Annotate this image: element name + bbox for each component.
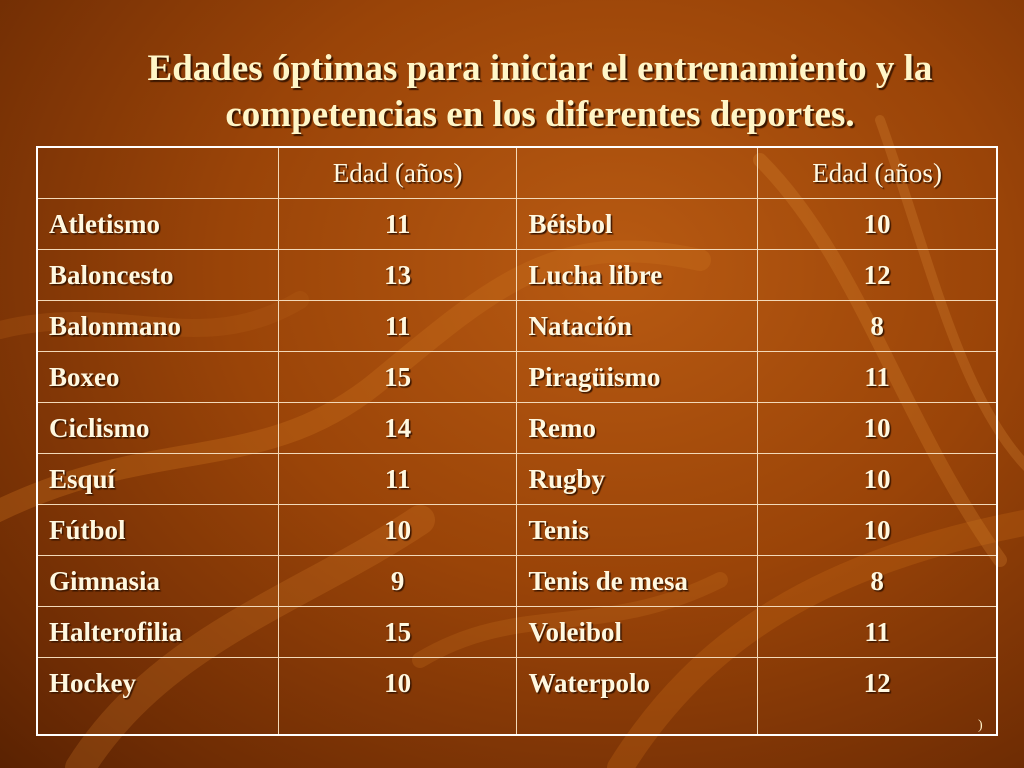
sport-name-cell: Waterpolo <box>516 657 759 736</box>
sport-name-cell: Tenis de mesa <box>516 555 759 608</box>
age-value-cell: 15 <box>277 351 518 404</box>
table-row: Balonmano 11 Natación 8 <box>36 300 998 353</box>
sport-name-cell: Boxeo <box>36 351 279 404</box>
table-row: Baloncesto 13 Lucha libre 12 <box>36 249 998 302</box>
table-row: Boxeo 15 Piragüismo 11 <box>36 351 998 404</box>
age-value-cell: 11 <box>757 606 998 658</box>
sport-name-cell: Balonmano <box>36 300 279 353</box>
age-value-cell: 11 <box>277 453 518 506</box>
age-value-cell: 15 <box>277 606 518 658</box>
age-value-cell: 14 <box>277 402 518 455</box>
table-row: Hockey 10 Waterpolo 12 <box>36 657 998 736</box>
table-row: Ciclismo 14 Remo 10 <box>36 402 998 455</box>
age-value-cell: 10 <box>757 198 998 251</box>
age-value-cell: 11 <box>277 300 518 353</box>
title-line-1: Edades óptimas para iniciar el entrenami… <box>147 48 933 89</box>
sport-name-cell: Hockey <box>36 657 279 736</box>
slide-title: Edades óptimas para iniciar el entrenami… <box>40 46 1024 138</box>
age-value-cell: 13 <box>277 249 518 302</box>
age-value-cell: 10 <box>757 402 998 455</box>
table-row: Atletismo 11 Béisbol 10 <box>36 198 998 251</box>
sport-name-cell: Esquí <box>36 453 279 506</box>
sport-name-cell: Fútbol <box>36 504 279 557</box>
header-cell-sport-2 <box>516 146 759 200</box>
table-row: Fútbol 10 Tenis 10 <box>36 504 998 557</box>
table-row: Halterofilia 15 Voleibol 11 <box>36 606 998 658</box>
header-cell-sport-1 <box>36 146 279 200</box>
table-header-row: Edad (años) Edad (años) <box>36 146 998 200</box>
sport-name-cell: Rugby <box>516 453 759 506</box>
table-row: Esquí 11 Rugby 10 <box>36 453 998 506</box>
sport-name-cell: Halterofilia <box>36 606 279 658</box>
sport-name-cell: Remo <box>516 402 759 455</box>
age-value-cell: 11 <box>277 198 518 251</box>
header-cell-age-2: Edad (años) <box>757 146 998 200</box>
sport-name-cell: Béisbol <box>516 198 759 251</box>
sport-name-cell: Voleibol <box>516 606 759 658</box>
age-value-cell: 12 <box>757 657 998 736</box>
sport-name-cell: Natación <box>516 300 759 353</box>
sport-name-cell: Tenis <box>516 504 759 557</box>
age-value-cell: 9 <box>277 555 518 608</box>
sport-name-cell: Ciclismo <box>36 402 279 455</box>
age-value-cell: 11 <box>757 351 998 404</box>
footnote-mark: ) <box>978 718 983 733</box>
age-value-cell: 8 <box>757 300 998 353</box>
age-value-cell: 10 <box>757 504 998 557</box>
sport-name-cell: Atletismo <box>36 198 279 251</box>
sport-name-cell: Baloncesto <box>36 249 279 302</box>
sport-name-cell: Lucha libre <box>516 249 759 302</box>
sport-name-cell: Piragüismo <box>516 351 759 404</box>
header-cell-age-1: Edad (años) <box>277 146 518 200</box>
age-value-cell: 8 <box>757 555 998 608</box>
age-value-cell: 10 <box>757 453 998 506</box>
age-value-cell: 10 <box>277 657 518 736</box>
age-value-cell: 10 <box>277 504 518 557</box>
sport-name-cell: Gimnasia <box>36 555 279 608</box>
sports-age-table: Edad (años) Edad (años) Atletismo 11 Béi… <box>36 146 998 736</box>
age-value-cell: 12 <box>757 249 998 302</box>
title-line-2: competencias en los diferentes deportes. <box>225 94 855 135</box>
table-row: Gimnasia 9 Tenis de mesa 8 <box>36 555 998 608</box>
